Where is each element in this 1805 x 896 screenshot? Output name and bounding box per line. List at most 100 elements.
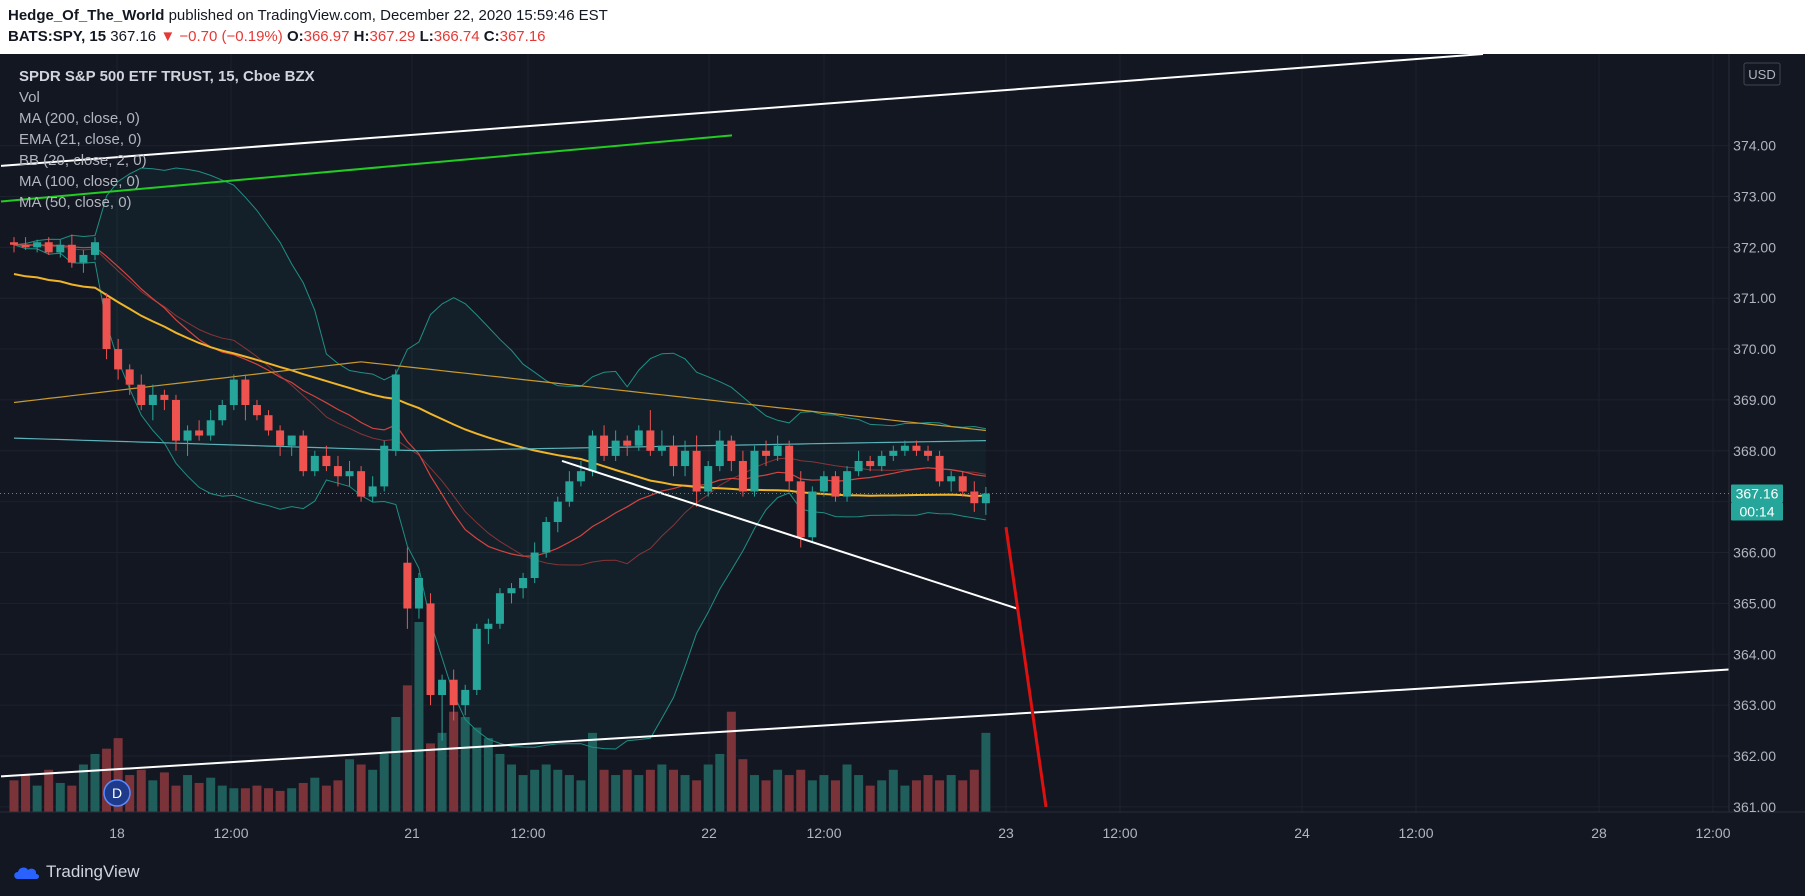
volume-bar: [21, 775, 31, 812]
volume-bar: [773, 769, 783, 812]
candle-body: [125, 369, 134, 385]
price-axis[interactable]: 361.00 362.00 363.00 364.00 365.00 366.00 367.…: [1733, 138, 1776, 815]
volume-bar: [287, 788, 297, 812]
volume-bar: [113, 738, 123, 812]
dividend-marker[interactable]: D: [103, 779, 131, 807]
legend-item-bb[interactable]: BB (20, close, 2, 0): [19, 152, 147, 169]
candle-body: [484, 623, 493, 629]
volume-bar: [264, 788, 274, 812]
candle-body: [438, 679, 447, 695]
published-text: published on TradingView.com, December 2…: [168, 7, 608, 24]
candle-body: [970, 491, 979, 504]
candle-body: [414, 577, 423, 609]
time-tick-label: 24: [1294, 825, 1310, 841]
volume-bar: [564, 775, 574, 812]
volume-bar: [807, 780, 817, 812]
candle-body: [542, 522, 551, 553]
volume-bar: [495, 753, 505, 812]
volume-bar: [240, 788, 250, 812]
price-chart[interactable]: 361.00 362.00 363.00 364.00 365.00 366.00 367.…: [0, 54, 1805, 857]
volume-bar: [738, 759, 748, 812]
volume-bar: [830, 780, 840, 812]
volume-bar: [159, 772, 169, 812]
price-tick-label: 373.00: [1733, 188, 1776, 204]
candle-body: [322, 455, 331, 467]
volume-bar: [622, 769, 632, 812]
candle-body: [21, 244, 30, 248]
symbol-label: BATS:SPY, 15: [8, 28, 107, 45]
candle-body: [519, 577, 528, 589]
volume-bar: [911, 780, 921, 812]
candle-body: [981, 493, 990, 504]
candle-body: [785, 445, 794, 482]
volume-bar: [854, 775, 864, 812]
volume-bar: [78, 764, 88, 812]
trendlines[interactable]: [0, 54, 1730, 808]
trendline-white: [561, 460, 1018, 610]
candle-body: [345, 471, 354, 477]
candle-body: [588, 435, 597, 472]
candle-body: [843, 471, 852, 497]
trendline-red: [1004, 526, 1048, 808]
low-value: 366.74: [433, 28, 480, 45]
tradingview-cloud-icon: [14, 867, 39, 879]
candle-body: [727, 440, 736, 461]
candle-body: [854, 460, 863, 472]
candle-body: [611, 440, 620, 456]
volume-bar: [576, 780, 586, 812]
candle-body: [704, 466, 713, 492]
candle-body: [391, 374, 400, 451]
candle-body: [333, 466, 342, 477]
legend-item-ma50[interactable]: MA (50, close, 0): [19, 194, 132, 211]
volume-bar: [275, 790, 285, 812]
candle-body: [692, 450, 701, 492]
volume-bar: [148, 780, 158, 812]
time-axis[interactable]: 18 12:00 21 12:00 22 12:00 23 12:00 24 12:00 28 12:…: [109, 825, 1731, 841]
last-price: 367.16: [110, 28, 157, 45]
ma100-line: [13, 361, 986, 432]
candle-body: [738, 460, 747, 492]
volume-bar: [588, 732, 597, 812]
volume-bar: [449, 711, 459, 812]
tradingview-logo[interactable]: TradingView: [12, 862, 140, 882]
legend-title[interactable]: SPDR S&P 500 ETF TRUST, 15, Cboe BZX: [19, 68, 315, 85]
bollinger-fill: [14, 168, 986, 749]
open-value: 366.97: [303, 28, 350, 45]
candle-body: [218, 405, 227, 421]
trendline-white: [0, 54, 1484, 167]
candle-body: [56, 244, 65, 253]
volume-bar: [530, 769, 540, 812]
volume-bar: [44, 769, 54, 812]
volume-bar: [55, 782, 65, 812]
volume-bar: [541, 764, 551, 812]
volume-bar: [32, 785, 42, 812]
candle-body: [947, 476, 956, 482]
time-tick-label: 12:00: [510, 825, 545, 841]
price-change: −0.70 (−0.19%): [179, 28, 283, 45]
volume-bar: [784, 775, 794, 812]
legend-item-ma100[interactable]: MA (100, close, 0): [19, 173, 140, 190]
close-label: C:: [483, 28, 500, 45]
volume-bar: [171, 785, 181, 812]
author-name[interactable]: Hedge_Of_The_World: [8, 7, 165, 24]
candle-body: [403, 562, 412, 609]
candle-body: [600, 435, 609, 456]
candle-body: [183, 430, 192, 441]
legend-item-ma200[interactable]: MA (200, close, 0): [19, 110, 140, 127]
legend-item-vol[interactable]: Vol: [19, 89, 40, 106]
candle-body: [623, 440, 632, 446]
volume-bar: [981, 732, 991, 812]
candle-body: [357, 471, 366, 497]
currency-button[interactable]: USD: [1743, 62, 1781, 86]
volume-bar: [969, 769, 979, 812]
volume-bar: [657, 764, 667, 812]
volume-bar: [229, 788, 239, 812]
volume-bar: [958, 780, 968, 812]
volume-bars: [9, 622, 991, 812]
high-value: 367.29: [369, 28, 416, 45]
volume-bar: [460, 717, 470, 812]
candle-body: [681, 450, 690, 467]
candle-body: [507, 588, 516, 594]
legend-item-ema21[interactable]: EMA (21, close, 0): [19, 131, 142, 148]
volume-bar: [252, 785, 262, 812]
